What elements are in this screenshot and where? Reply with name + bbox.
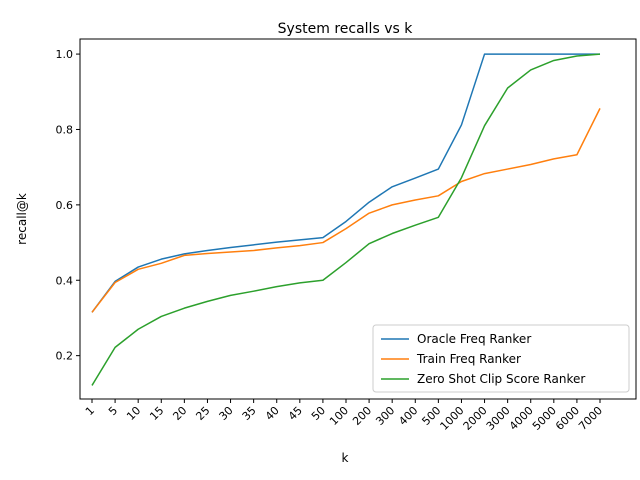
plot-frame [79, 38, 637, 400]
chart-title: System recalls vs k [278, 21, 414, 37]
y-tick-label: 0.4 [56, 274, 74, 287]
x-axis: 1 5 10 15 20 25 30 35 40 45 50 100 200 300 400 50010002… [83, 399, 605, 433]
x-tick-label: 6000 [553, 404, 582, 433]
x-tick-label: 20 [170, 404, 189, 423]
x-tick-label: 1000 [438, 404, 467, 433]
legend-label-2: Train Freq Ranker [416, 352, 521, 366]
x-tick-label: 5 [106, 404, 120, 418]
series-line-2 [91, 108, 601, 313]
legend-label-3: Zero Shot Clip Score Ranker [417, 372, 585, 386]
y-tick-label: 0.2 [56, 350, 74, 363]
x-tick-label: 10 [124, 404, 143, 423]
x-tick-label: 2000 [461, 404, 490, 433]
x-tick-label: 400 [396, 404, 420, 428]
x-tick-label: 25 [193, 404, 212, 423]
x-tick-label: 50 [309, 404, 328, 423]
series-layer [91, 53, 601, 386]
x-tick-label: 35 [240, 404, 259, 423]
x-tick-label: 300 [373, 404, 397, 428]
y-tick-label: 1.0 [56, 48, 74, 61]
x-tick-label: 30 [217, 404, 236, 423]
y-axis-label: recall@k [15, 193, 29, 245]
x-tick-label: 15 [147, 404, 166, 423]
series-line-3 [91, 53, 601, 386]
x-tick-label: 7000 [576, 404, 605, 433]
legend: Oracle Freq Ranker Train Freq Ranker Zero … [372, 324, 630, 393]
x-tick-label: 5000 [530, 404, 559, 433]
legend-box [372, 324, 630, 393]
legend-label-1: Oracle Freq Ranker [417, 332, 531, 346]
y-tick-label: 0.6 [56, 199, 74, 212]
x-tick-label: 4000 [507, 404, 536, 433]
series-line-1 [91, 53, 600, 313]
x-axis-label: k [342, 451, 349, 465]
x-tick-label: 3000 [484, 404, 513, 433]
x-tick-label: 40 [263, 404, 282, 423]
x-tick-label: 200 [350, 404, 374, 428]
x-tick-label: 100 [327, 404, 351, 428]
y-tick-label: 0.8 [56, 123, 74, 136]
y-axis: 0.2 0.4 0.6 0.8 1.0 [56, 48, 80, 363]
x-tick-label: 45 [286, 404, 305, 423]
x-tick-label: 1 [83, 404, 97, 418]
